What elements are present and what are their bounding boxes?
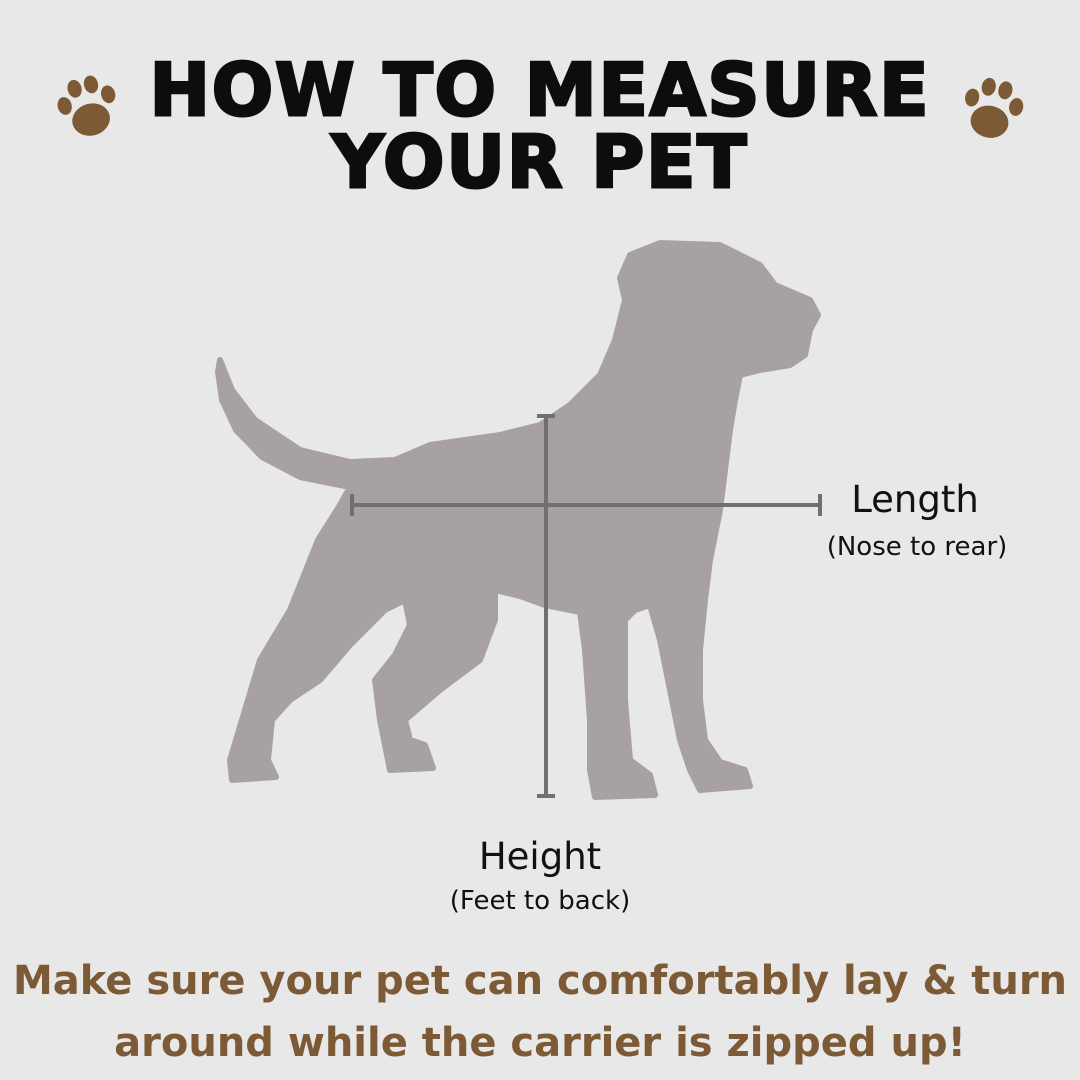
length-label: Length — [851, 478, 979, 521]
note-line-1: Make sure your pet can comfortably lay &… — [12, 958, 1068, 1004]
length-sublabel: (Nose to rear) — [826, 532, 1008, 562]
title-line-2: YOUR PET — [330, 120, 749, 204]
paw-print-icon — [57, 75, 116, 136]
height-sublabel: (Feet to back) — [449, 886, 631, 916]
length-measure-line — [350, 494, 822, 516]
title-line-1: HOW TO MEASURE — [148, 48, 931, 132]
note-line-2: around while the carrier is zipped up! — [114, 1020, 966, 1066]
height-label: Height — [478, 835, 602, 878]
height-measure-line — [537, 414, 555, 798]
paw-print-icon — [965, 77, 1024, 138]
dog-silhouette — [215, 240, 821, 800]
